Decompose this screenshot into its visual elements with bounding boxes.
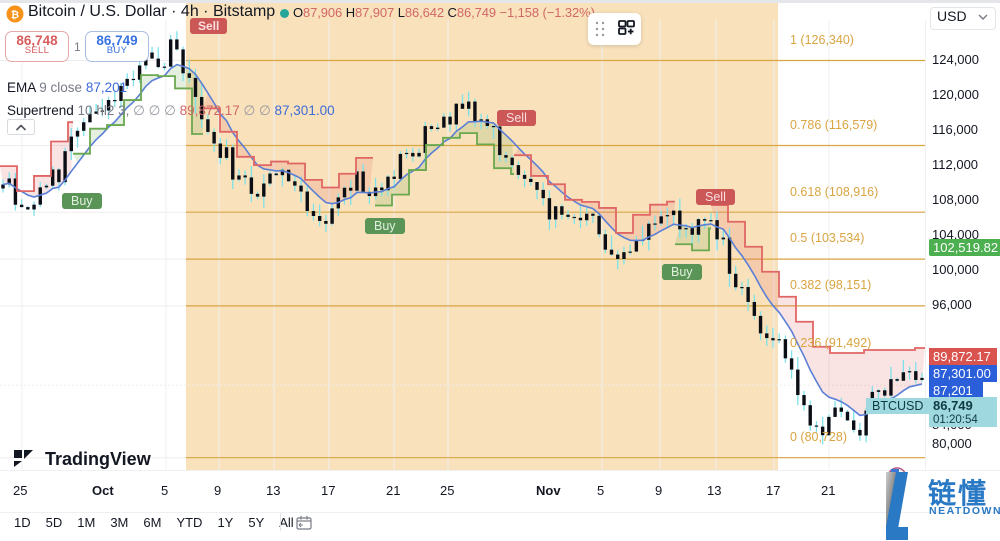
svg-text:₿: ₿ bbox=[11, 9, 19, 21]
